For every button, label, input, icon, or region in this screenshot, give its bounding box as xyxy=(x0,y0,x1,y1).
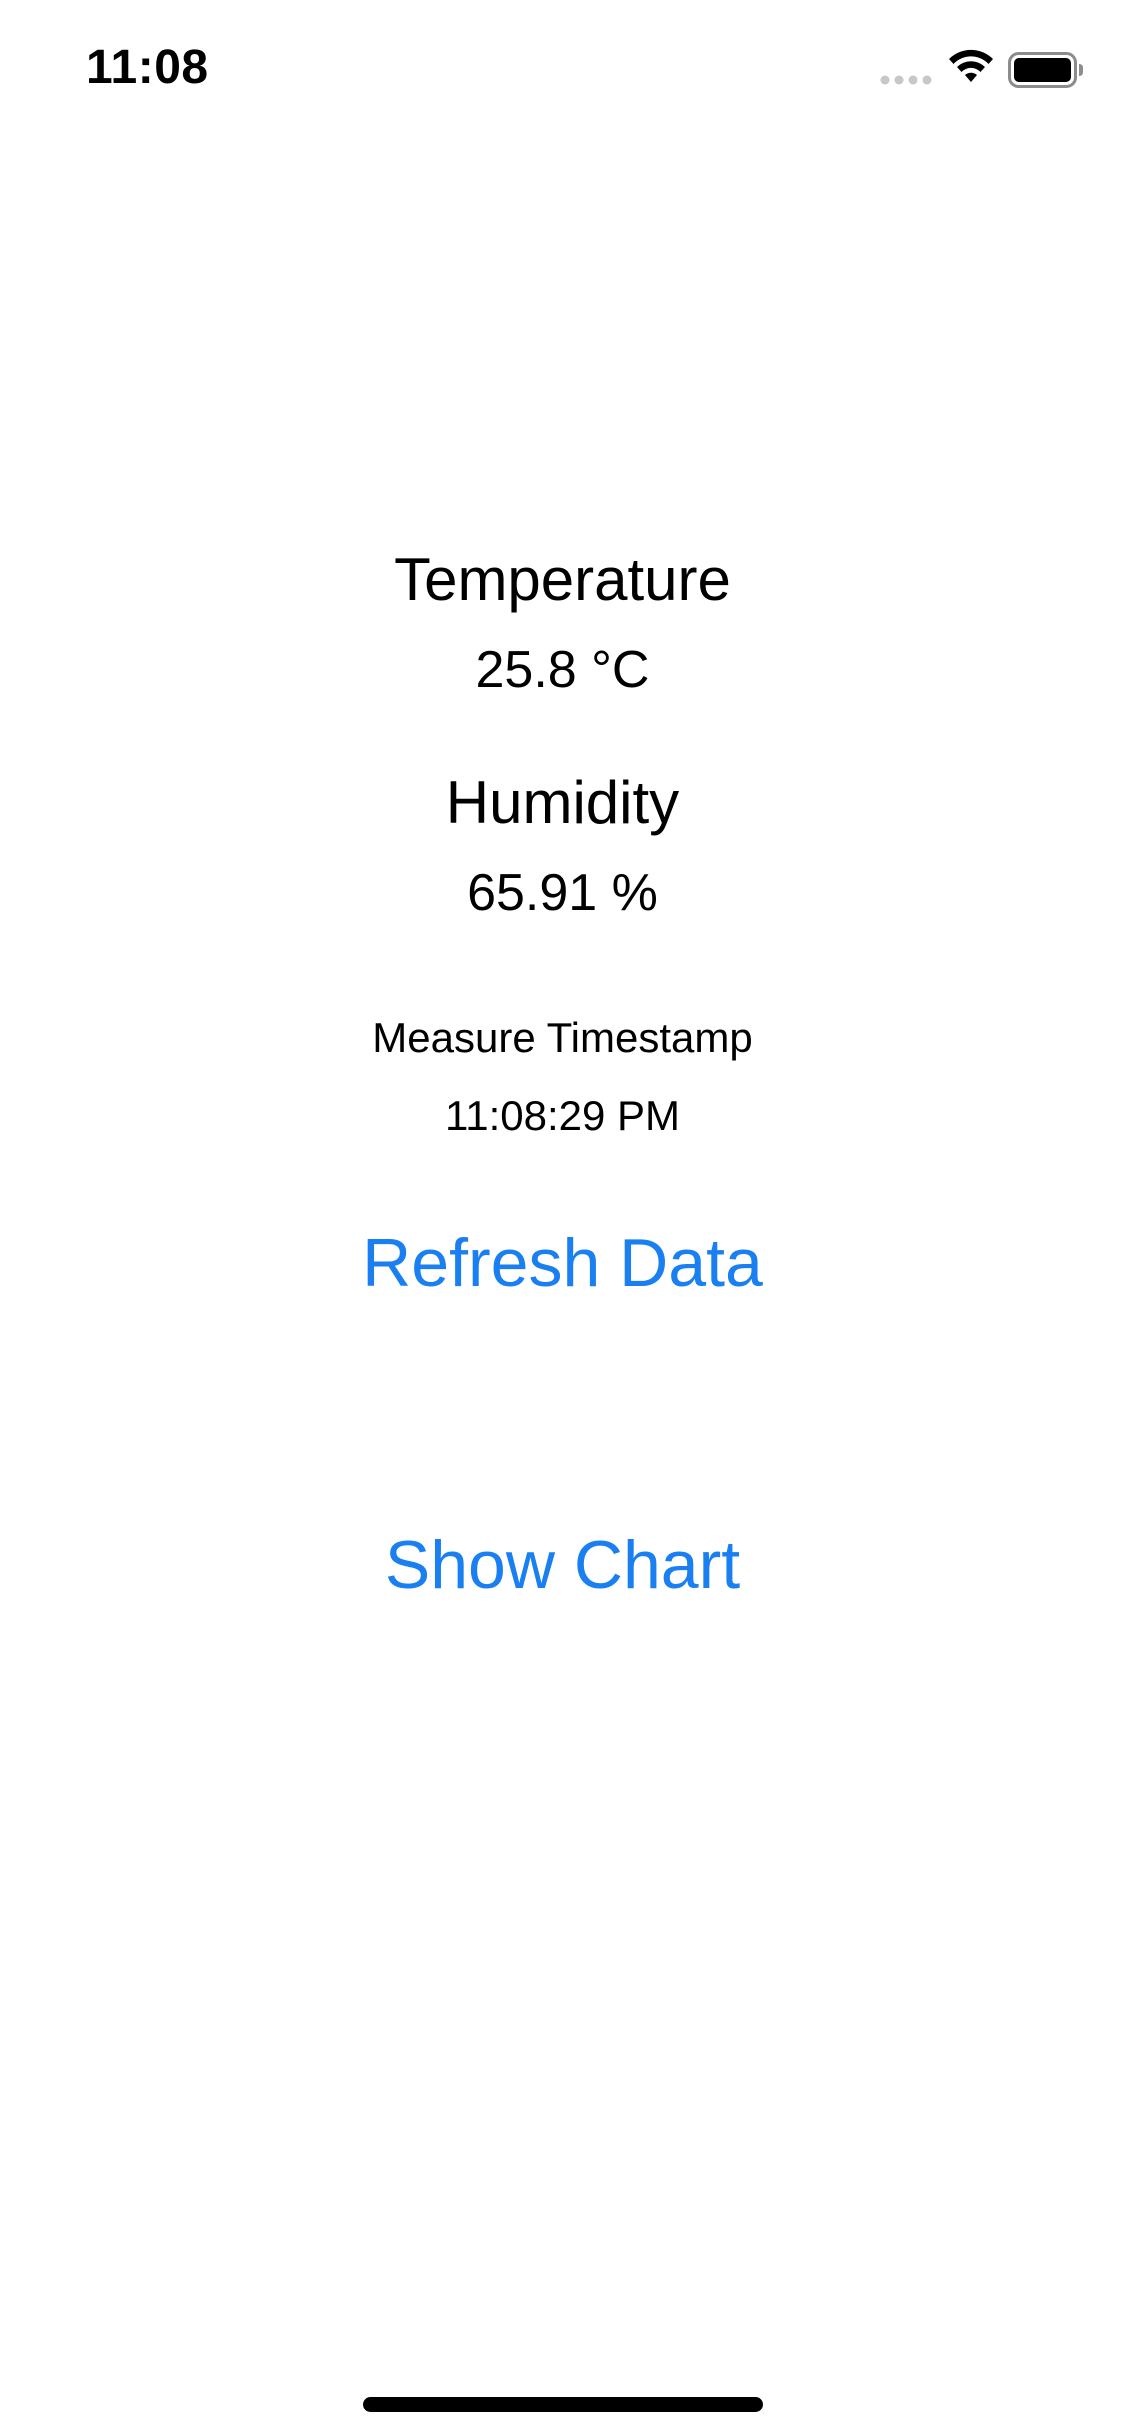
refresh-data-button[interactable]: Refresh Data xyxy=(0,1218,1125,1308)
cellular-signal-icon xyxy=(880,75,932,85)
temperature-title: Temperature xyxy=(394,546,731,613)
temperature-value: 25.8 °C xyxy=(475,641,650,699)
battery-icon xyxy=(1008,52,1083,88)
measure-timestamp-title: Measure Timestamp xyxy=(372,1014,753,1061)
status-time: 11:08 xyxy=(86,41,209,94)
show-chart-button[interactable]: Show Chart xyxy=(0,1520,1125,1610)
home-indicator[interactable] xyxy=(363,2397,763,2412)
humidity-value: 65.91 % xyxy=(467,864,658,922)
measure-timestamp-value: 11:08:29 PM xyxy=(444,1092,681,1139)
wifi-icon xyxy=(949,49,993,82)
humidity-title: Humidity xyxy=(445,769,680,836)
status-bar: 11:08 xyxy=(0,0,1125,140)
